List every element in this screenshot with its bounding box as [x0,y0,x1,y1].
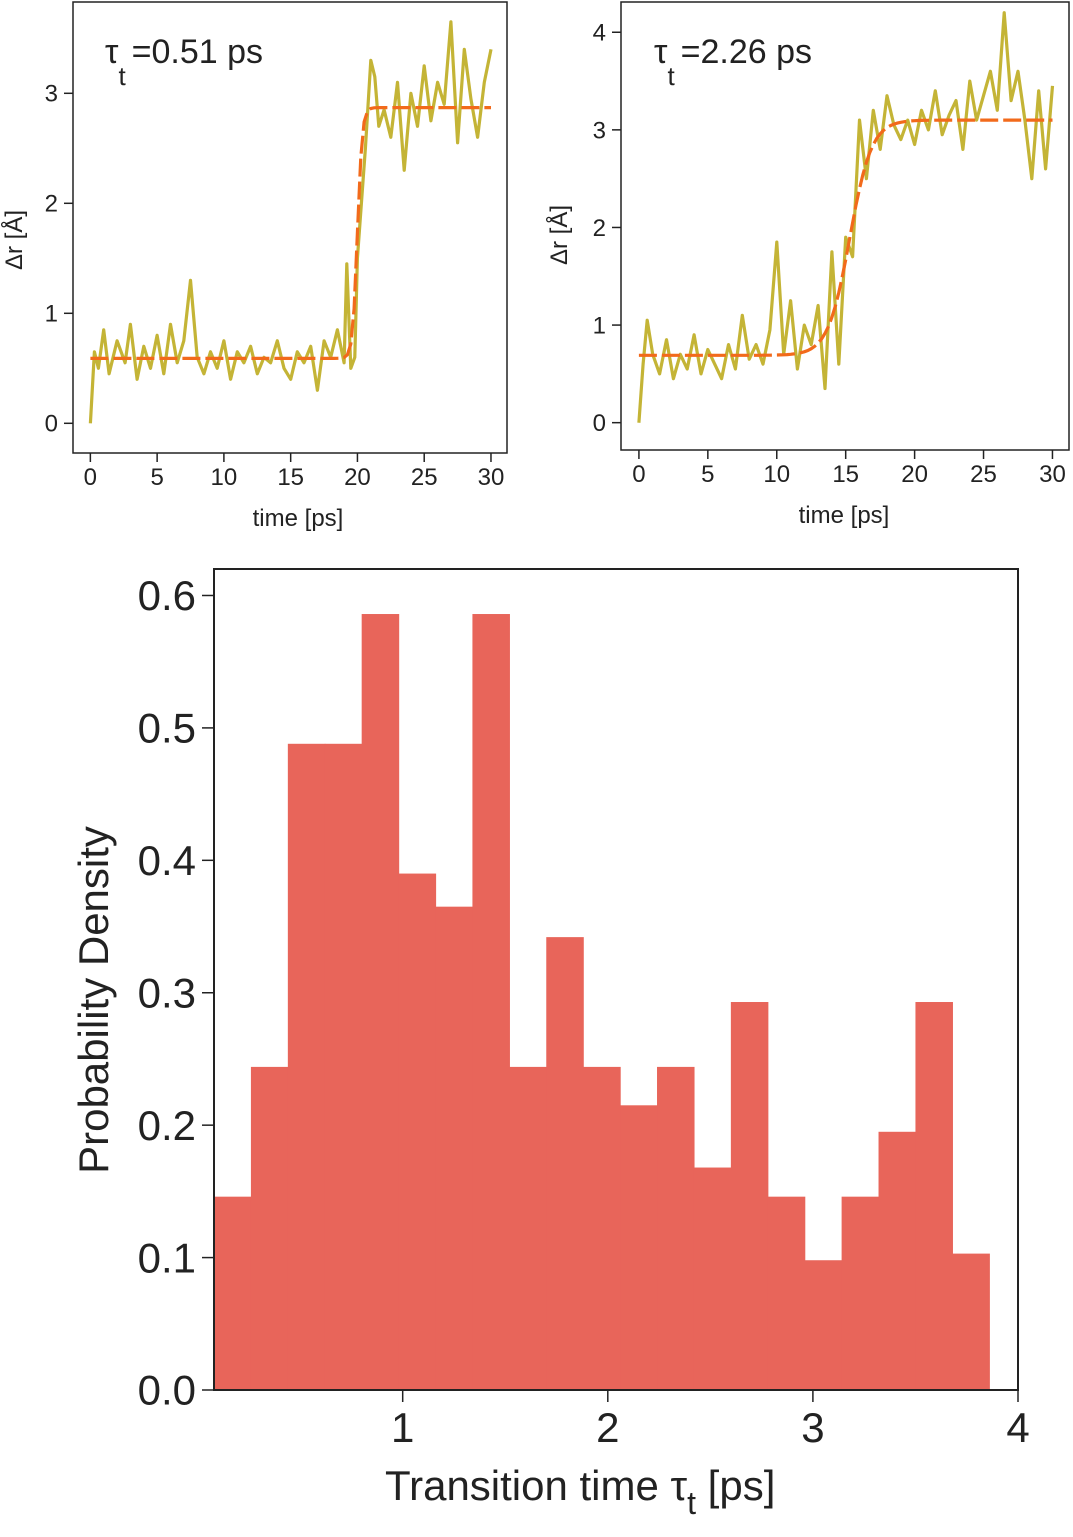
x-tick-label: 25 [970,461,997,488]
annotation-value: =0.51 ps [132,33,263,71]
y-tick-label: 0.3 [138,969,196,1016]
annotation-subscript: t [118,61,126,91]
y-tick-label: 2 [45,191,58,218]
histogram-bar [287,743,326,1390]
y-tick-label: 2 [593,215,606,242]
histogram-bar [250,1066,289,1390]
histogram-bar [620,1105,658,1390]
data-series-line [88,20,493,424]
histogram-bar [361,614,400,1390]
x-tick-label: 20 [901,461,928,488]
histogram-bar [693,1167,732,1390]
panel-top-left: 0 5 10 15 20 25 30 0 1 2 3 τt=0.51 ps time [ps] Δr… [0,1,508,532]
histogram-bar [509,1066,547,1390]
y-tick-label: 0.2 [138,1102,196,1149]
histogram-bar [398,873,437,1390]
x-tick-label: 0 [84,464,97,491]
ticks-top-right: 0 5 10 15 20 25 30 0 1 2 3 4 [593,20,1066,488]
annotation-symbol: τ [105,33,119,71]
fit-curve-line [638,118,1053,357]
y-tick-label: 0.6 [138,572,196,619]
histogram-bar [472,614,510,1390]
histogram-bar [878,1131,917,1390]
histogram-bar [657,1066,695,1390]
plot-area-top-left [88,20,493,424]
y-tick-label: 0.4 [138,837,196,884]
histogram-bar [915,1002,953,1390]
y-tick-label: 0.0 [138,1367,196,1414]
histogram-bar [804,1260,843,1390]
y-tick-label: 0 [593,410,606,437]
x-tick-label: 0 [632,461,645,488]
histogram-bar [952,1253,990,1390]
plot-area-top-right [637,11,1055,423]
x-tick-label: 5 [150,464,163,491]
histogram-bar [435,906,474,1390]
x-axis-label-histogram: Transition time τt [ps] [385,1462,775,1521]
y-tick-label: 0.1 [138,1234,196,1281]
x-tick-label: 25 [411,464,438,491]
y-tick-label: 1 [593,312,606,339]
annotation-symbol: τ [654,33,668,71]
histogram-bar [730,1002,769,1390]
ticks-top-left: 0 5 10 15 20 25 30 0 1 2 3 [45,81,505,491]
x-tick-label: 30 [478,464,505,491]
y-axis-label-top-left: Δr [Å] [0,210,28,270]
histogram-bar [546,937,584,1390]
data-series-line [637,11,1055,423]
histogram-bar [214,1196,252,1390]
x-axis-label-top-left: time [ps] [253,505,344,532]
axes-frame-histogram [213,568,1019,1391]
x-tick-label: 5 [701,461,714,488]
y-tick-label: 0.5 [138,705,196,752]
annotation-subscript: t [667,61,675,91]
y-axis-label-top-right: Δr [Å] [545,205,573,265]
y-tick-label: 3 [593,117,606,144]
x-tick-label: 15 [832,461,859,488]
y-tick-label: 4 [593,20,606,47]
x-tick-label: 10 [763,461,790,488]
x-tick-label: 2 [596,1404,619,1451]
panel-top-right: 0 5 10 15 20 25 30 0 1 2 3 4 τt=2.26 ps time [ps] Δ… [545,1,1070,529]
annotation-top-right: τt=2.26 ps [654,33,812,91]
histogram-bar [841,1196,880,1390]
annotation-value: =2.26 ps [681,33,812,71]
plot-area-histogram [214,614,990,1390]
x-tick-label: 10 [211,464,238,491]
x-tick-label: 30 [1039,461,1066,488]
y-tick-label: 0 [45,411,58,438]
panel-bottom: 1 2 3 4 0.0 0.1 0.2 0.3 0.4 0.5 0.6 Transition tim… [70,568,1030,1521]
x-tick-label: 15 [277,464,304,491]
x-tick-label: 1 [391,1404,414,1451]
y-tick-label: 1 [45,301,58,328]
y-tick-label: 3 [45,81,58,108]
histogram-bar [767,1196,806,1390]
histogram-bar [583,1066,621,1390]
fit-curve-line [90,105,491,360]
x-axis-label-top-right: time [ps] [799,502,890,529]
annotation-top-left: τt=0.51 ps [105,33,263,91]
x-tick-label: 3 [801,1404,824,1451]
histogram-bar [324,743,363,1390]
x-tick-label: 20 [344,464,371,491]
y-axis-label-histogram: Probability Density [70,826,117,1174]
x-tick-label: 4 [1006,1404,1029,1451]
ticks-histogram: 1 2 3 4 0.0 0.1 0.2 0.3 0.4 0.5 0.6 [138,572,1030,1451]
